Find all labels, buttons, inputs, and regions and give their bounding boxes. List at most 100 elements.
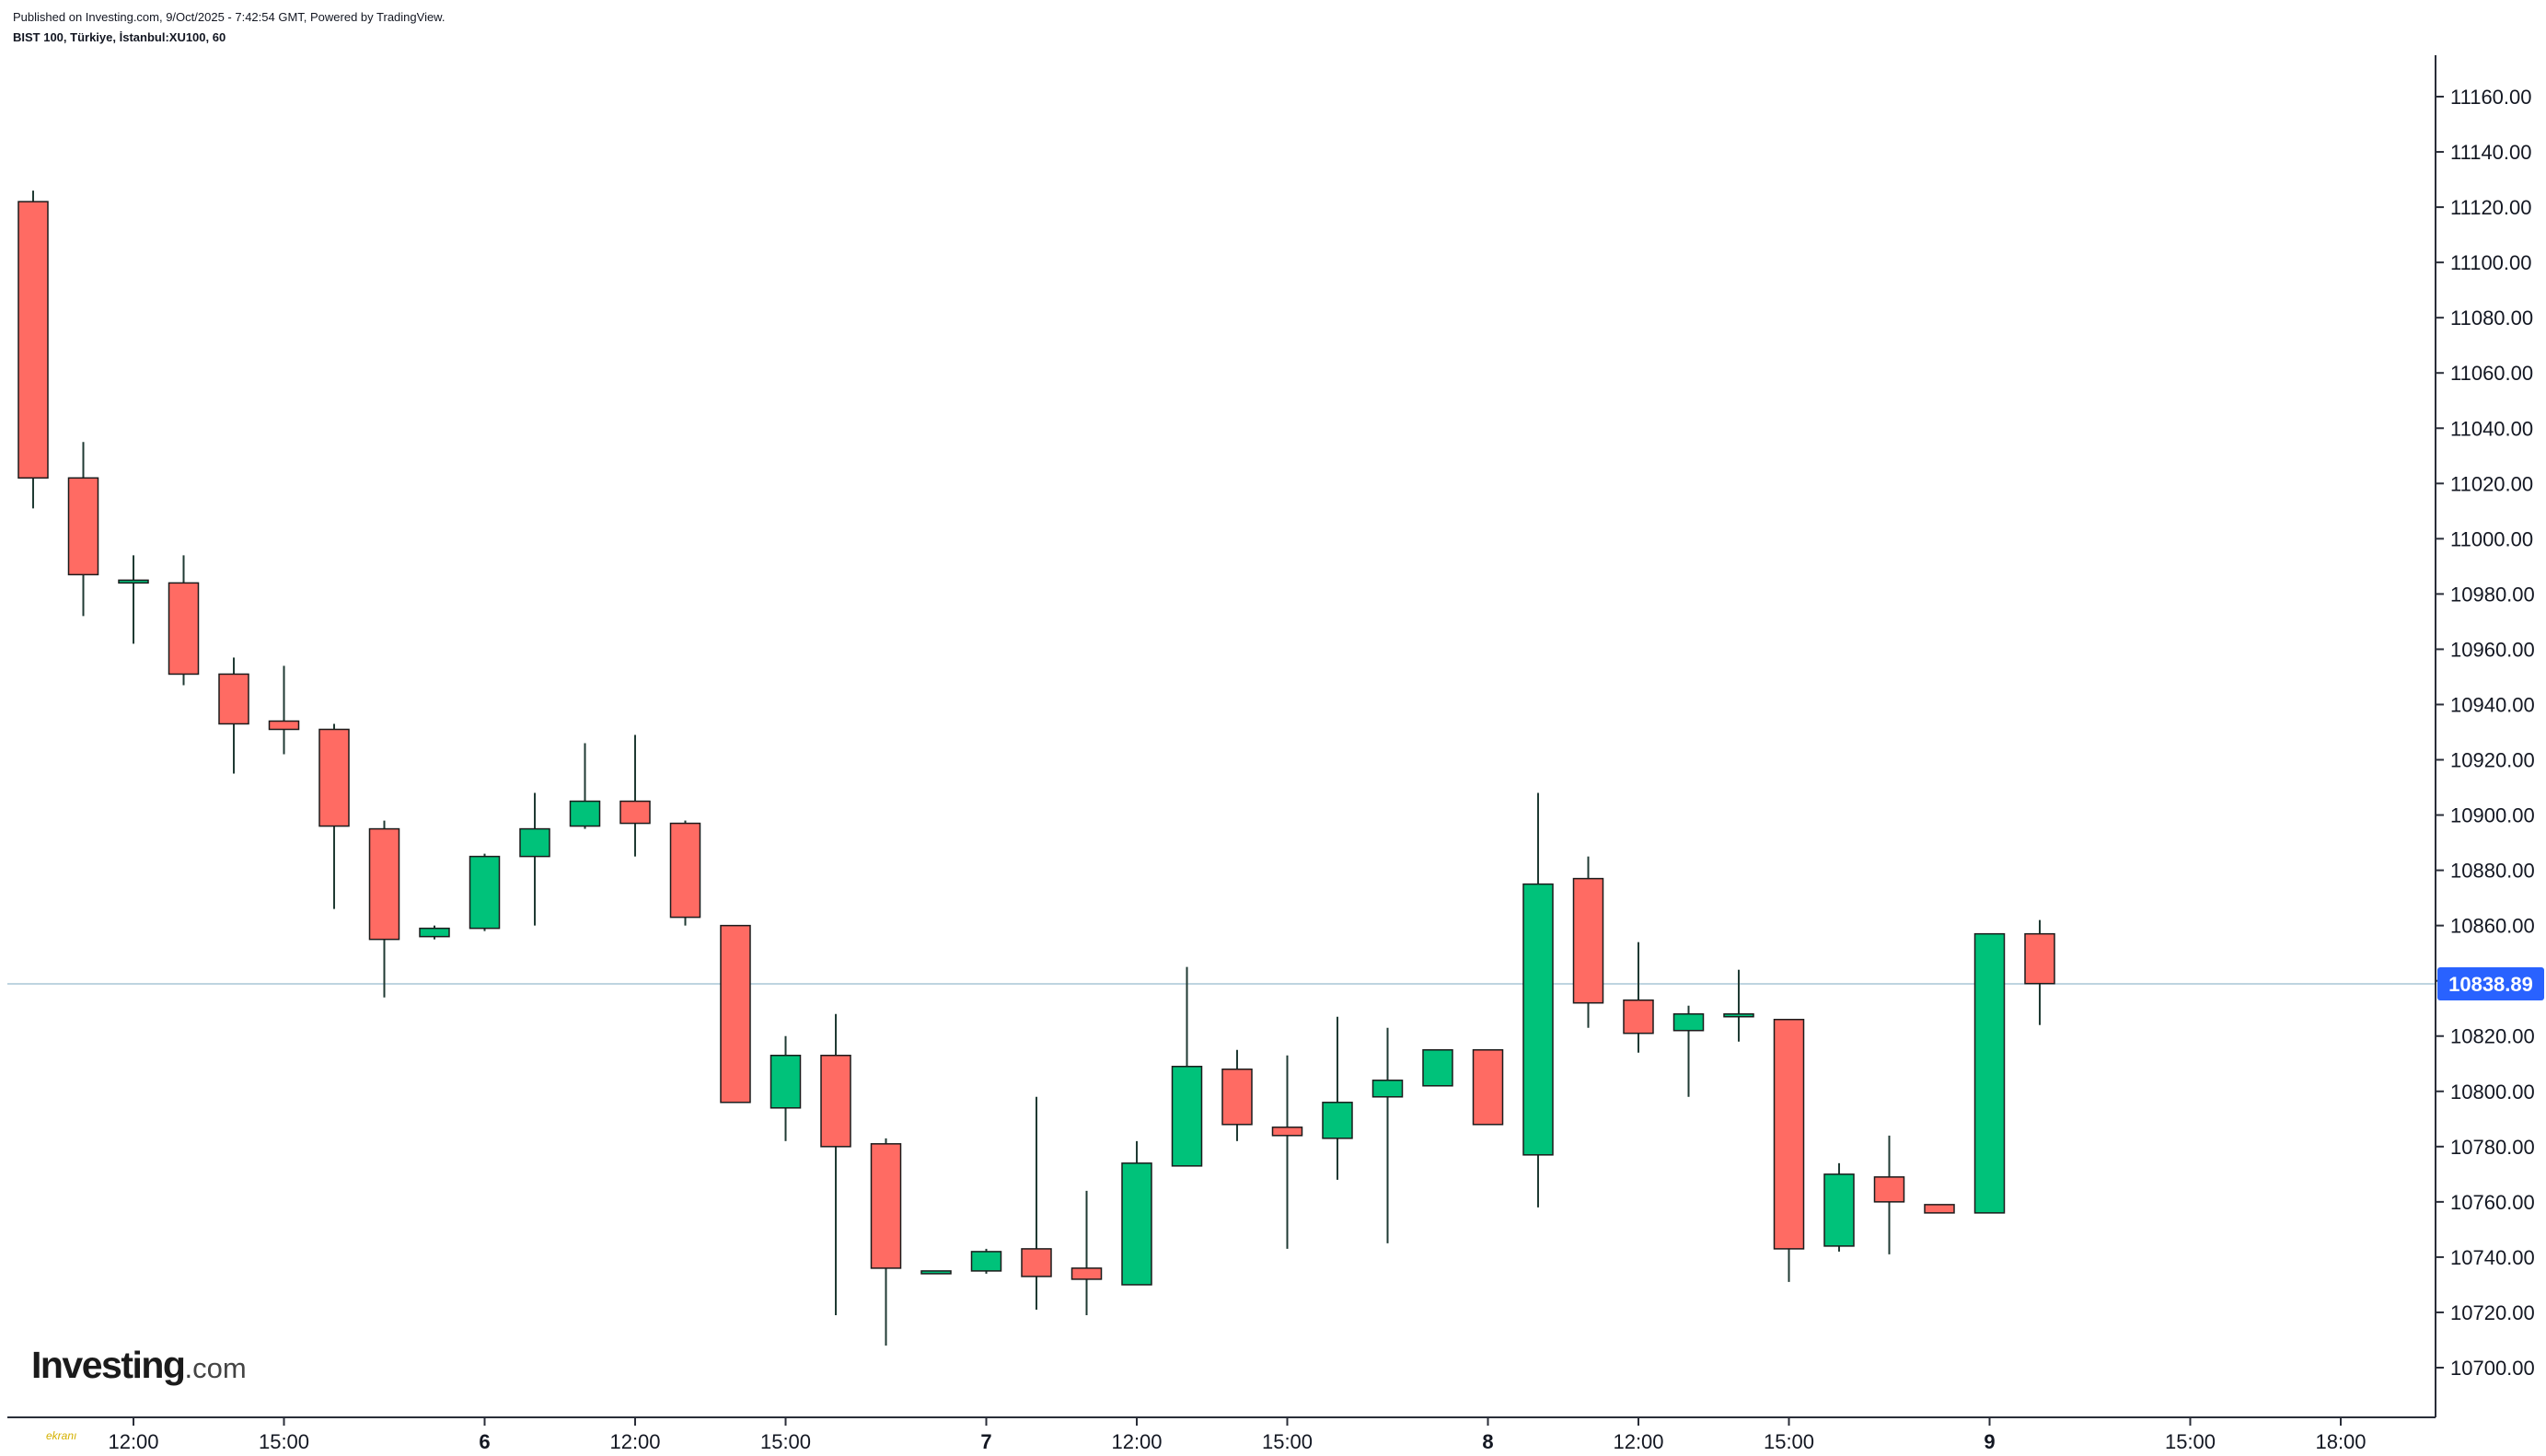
- candle-body-down: [168, 582, 200, 676]
- candle[interactable]: [17, 191, 49, 509]
- candle[interactable]: [2024, 919, 2055, 1025]
- candle[interactable]: [1472, 1049, 1504, 1126]
- candle-body-up: [1973, 932, 2006, 1214]
- candle-body-down: [1271, 1127, 1303, 1137]
- time-tick-label: 15:00: [259, 1430, 309, 1453]
- candle[interactable]: [1422, 1049, 1453, 1087]
- candle-body-up: [1171, 1066, 1203, 1167]
- candle[interactable]: [970, 1248, 1002, 1274]
- candle-body-up: [1322, 1102, 1353, 1139]
- candle-body-down: [2024, 932, 2055, 985]
- time-tick-label: 12:00: [1613, 1430, 1663, 1453]
- candle[interactable]: [268, 665, 300, 755]
- candle[interactable]: [1271, 1055, 1303, 1249]
- candle[interactable]: [920, 1270, 952, 1275]
- candle[interactable]: [469, 853, 501, 931]
- time-tick-label: 9: [1984, 1430, 1995, 1453]
- candle-body-down: [1572, 877, 1604, 1004]
- candle[interactable]: [1973, 932, 2006, 1214]
- candle-body-down: [1021, 1248, 1052, 1277]
- candle[interactable]: [820, 1013, 851, 1315]
- candle[interactable]: [1773, 1018, 1805, 1282]
- candle[interactable]: [1070, 1190, 1103, 1315]
- candle[interactable]: [1522, 792, 1554, 1208]
- price-tick-label: 10780.00: [2450, 1136, 2535, 1159]
- price-tick-label: 11000.00: [2450, 527, 2533, 550]
- candle-body-down: [669, 822, 701, 919]
- price-tick-label: 11160.00: [2450, 86, 2532, 109]
- candle-body-down: [1472, 1049, 1504, 1126]
- candle[interactable]: [218, 657, 249, 774]
- last-price-badge: [2437, 967, 2544, 1001]
- candle-body-up: [1723, 1012, 1754, 1018]
- time-tick-label: 12:00: [108, 1430, 158, 1453]
- candle[interactable]: [1823, 1162, 1855, 1252]
- candle[interactable]: [1672, 1005, 1705, 1097]
- candle-body-down: [1221, 1069, 1253, 1126]
- candle-body-up: [770, 1055, 802, 1109]
- candle[interactable]: [619, 734, 651, 857]
- candle-body-down: [368, 827, 400, 941]
- candle-body-up: [1121, 1162, 1152, 1286]
- price-tick-label: 10800.00: [2450, 1080, 2535, 1104]
- candle[interactable]: [569, 743, 601, 829]
- price-tick-label: 10980.00: [2450, 583, 2535, 606]
- candle[interactable]: [118, 555, 149, 644]
- price-tick-label: 11120.00: [2450, 196, 2532, 219]
- price-tick-label: 10740.00: [2450, 1246, 2535, 1269]
- candle[interactable]: [1221, 1049, 1253, 1141]
- candle-body-up: [519, 827, 550, 858]
- candle[interactable]: [168, 555, 200, 686]
- price-axis[interactable]: 10700.00 10720.00 10740.00 10760.00 10780.00…: [2435, 55, 2535, 1417]
- candle[interactable]: [870, 1138, 902, 1346]
- candle[interactable]: [419, 925, 450, 940]
- time-tick-label: 18:00: [2315, 1430, 2366, 1453]
- time-tick-label: 15:00: [760, 1430, 811, 1453]
- candle[interactable]: [519, 792, 550, 926]
- candle-body-down: [870, 1143, 902, 1269]
- price-tick-label: 10960.00: [2450, 638, 2535, 661]
- price-tick-label: 10860.00: [2450, 915, 2535, 938]
- price-tick-label: 10700.00: [2450, 1357, 2535, 1380]
- candle-body-up: [920, 1270, 952, 1275]
- price-tick-label: 10720.00: [2450, 1301, 2535, 1324]
- time-tick-label: 15:00: [2165, 1430, 2216, 1453]
- candle[interactable]: [1924, 1204, 1955, 1214]
- candle[interactable]: [1121, 1140, 1152, 1286]
- candle[interactable]: [669, 820, 701, 926]
- candle-body-down: [218, 673, 249, 725]
- candle[interactable]: [1371, 1027, 1404, 1243]
- candle[interactable]: [318, 723, 350, 909]
- candle-body-up: [970, 1251, 1002, 1272]
- candle[interactable]: [368, 820, 400, 998]
- chart-header: Published on Investing.com, 9/Oct/2025 -…: [13, 7, 445, 48]
- candle[interactable]: [1723, 969, 1754, 1042]
- candle-body-up: [1672, 1012, 1705, 1032]
- candle[interactable]: [1322, 1016, 1353, 1180]
- candle-body-up: [1422, 1049, 1453, 1087]
- candle-body-down: [1070, 1267, 1103, 1280]
- time-tick-label: 8: [1482, 1430, 1493, 1453]
- time-tick-label: 12:00: [609, 1430, 660, 1453]
- candle[interactable]: [720, 924, 751, 1104]
- candle[interactable]: [1021, 1096, 1052, 1310]
- candle[interactable]: [67, 442, 99, 617]
- price-tick-label: 10920.00: [2450, 749, 2535, 772]
- time-tick-label: 15:00: [1764, 1430, 1814, 1453]
- time-tick-label: 6: [479, 1430, 490, 1453]
- candle[interactable]: [770, 1035, 802, 1141]
- price-tick-label: 11080.00: [2450, 306, 2533, 329]
- time-tick-label: 12:00: [1111, 1430, 1162, 1453]
- time-axis[interactable]: 12:00 15:00 6 12:00 15:00 7 12:00 15:00 8 12:00 15…: [7, 1416, 2436, 1453]
- candle[interactable]: [1171, 966, 1203, 1167]
- time-tick-label: 15:00: [1262, 1430, 1313, 1453]
- candle[interactable]: [1572, 856, 1604, 1028]
- price-tick-label: 10940.00: [2450, 693, 2535, 716]
- candle[interactable]: [1623, 942, 1654, 1053]
- price-tick-label: 11100.00: [2450, 251, 2532, 274]
- investing-logo: Investing.com: [31, 1344, 247, 1387]
- logo-main-text: Investing: [31, 1344, 186, 1386]
- price-tick-label: 11140.00: [2450, 141, 2532, 164]
- candle[interactable]: [1873, 1135, 1905, 1254]
